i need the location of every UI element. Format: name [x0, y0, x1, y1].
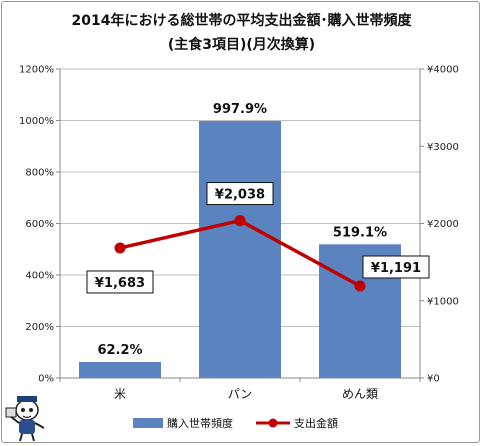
right-tick-label: ¥3000: [427, 142, 459, 153]
bar-data-label: 997.9%: [213, 102, 267, 117]
bar-1: [79, 361, 161, 378]
line-point-2: [234, 215, 246, 227]
line-data-label: ¥1,683: [95, 276, 145, 291]
right-tick-label: ¥1000: [427, 296, 459, 307]
left-tick-label: 200%: [25, 322, 54, 333]
left-tick-label: 0%: [38, 374, 54, 385]
line-label-box: [362, 255, 430, 279]
category-label: 米: [114, 387, 126, 401]
bar-data-label: 62.2%: [97, 343, 142, 358]
category-label: パン: [228, 387, 253, 401]
legend-bar-swatch: [133, 418, 163, 428]
bar-data-label: 519.1%: [333, 225, 387, 240]
line-point-3: [354, 280, 366, 292]
line-label-box: [206, 182, 274, 206]
legend-bar-label: 購入世帯頻度: [167, 416, 233, 430]
bar-2: [199, 121, 281, 379]
line-point-1: [114, 242, 126, 254]
left-tick-label: 600%: [25, 219, 54, 230]
chart-title: 2014年における総世帯の平均支出金額･購入世帯頻度: [71, 13, 412, 29]
mascot-icon: [5, 396, 45, 442]
left-tick-label: 800%: [25, 168, 54, 179]
legend-line-label: 支出金額: [294, 416, 338, 430]
chart-subtitle: (主食3項目)(月次換算): [167, 37, 316, 53]
line-data-label: ¥1,191: [371, 261, 421, 276]
left-tick-label: 1000%: [19, 116, 54, 127]
left-tick-label: 1200%: [19, 65, 54, 76]
category-label: めん類: [342, 387, 378, 401]
line-data-label: ¥2,038: [215, 188, 265, 203]
right-tick-label: ¥0: [427, 374, 440, 385]
left-tick-label: 400%: [25, 271, 54, 282]
legend-line-marker: [268, 418, 278, 428]
right-tick-label: ¥2000: [427, 219, 459, 230]
line-label-box: [86, 270, 154, 294]
right-tick-label: ¥4000: [427, 65, 459, 76]
